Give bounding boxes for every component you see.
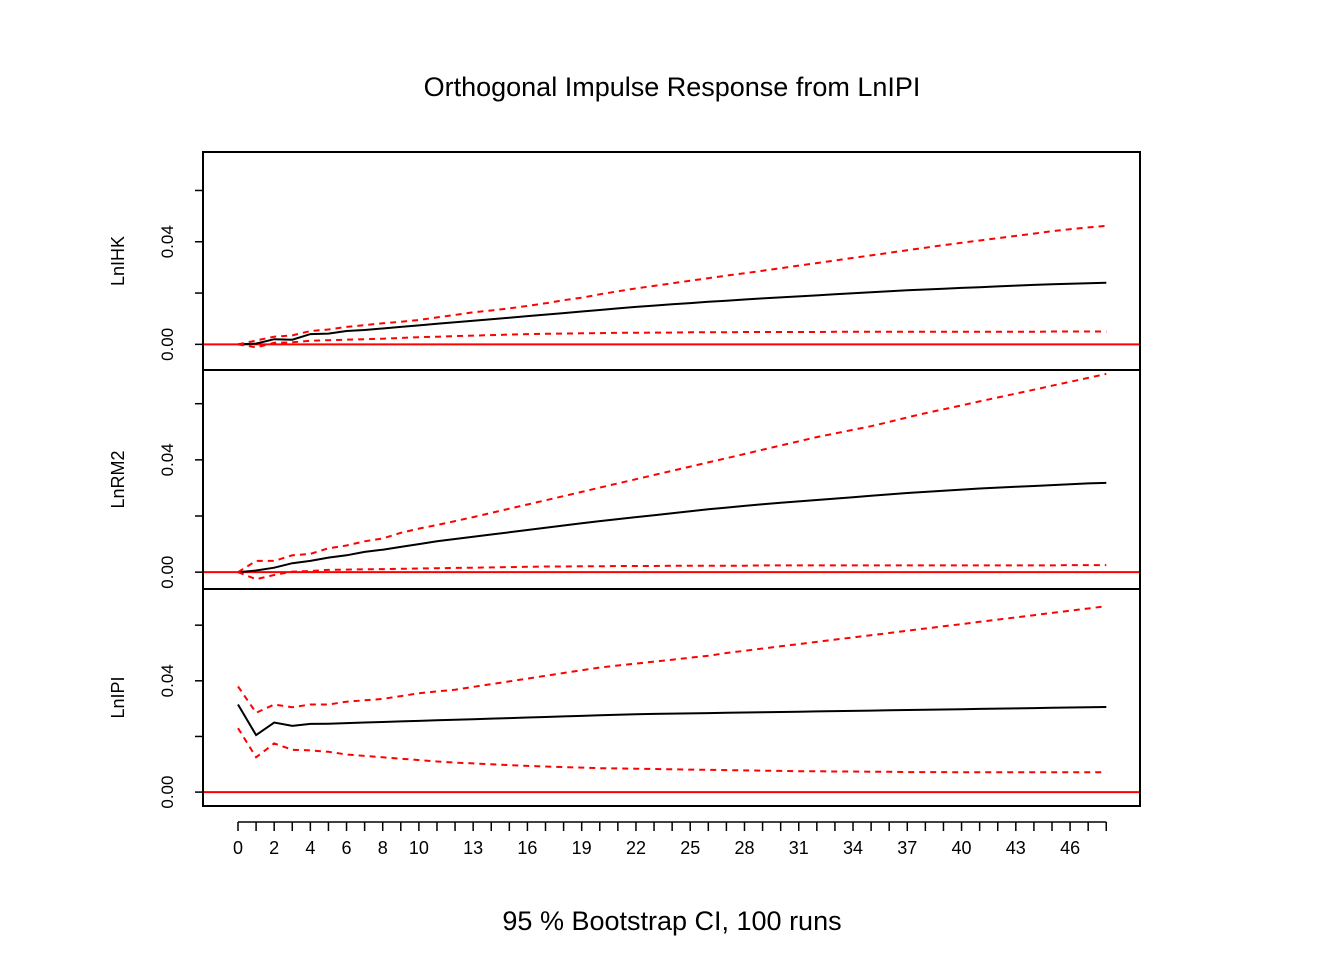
x-tick-label: 8 (378, 838, 388, 858)
panel-lnipi: 0.00 0.04 LnIPI (108, 588, 1141, 809)
x-tick-label: 0 (233, 838, 243, 858)
series-ci-upper (237, 605, 1107, 715)
series-response (237, 281, 1107, 346)
x-tick-label: 10 (409, 838, 429, 858)
y-tick-label: 0.04 (158, 225, 177, 258)
chart-title: Orthogonal Impulse Response from LnIPI (424, 72, 921, 102)
series-response (237, 481, 1107, 574)
y-tick-label: 0.00 (158, 776, 177, 809)
x-tick-label: 34 (843, 838, 863, 858)
y-tick-label: 0.04 (158, 443, 177, 476)
series-ci-upper (237, 224, 1107, 346)
x-axis-label: 95 % Bootstrap CI, 100 runs (502, 906, 841, 936)
x-tick-label: 31 (789, 838, 809, 858)
series-response (237, 703, 1107, 737)
x-tick-label: 43 (1006, 838, 1026, 858)
panel-lnrm2: 0.00 0.04 LnRM2 (108, 369, 1141, 590)
series-ci-lower (237, 564, 1107, 581)
panel-frame (202, 588, 1141, 807)
x-tick-label: 25 (680, 838, 700, 858)
y-tick-label: 0.00 (158, 556, 177, 589)
y-tick-label: 0.04 (158, 664, 177, 697)
x-axis: 0 2 4 6 8 10 13 16 19 22 25 28 31 34 37 40 43 46 (233, 821, 1108, 858)
x-tick-label: 19 (572, 838, 592, 858)
y-axis-label: LnRM2 (108, 450, 128, 508)
series-ci-lower (237, 727, 1107, 774)
x-tick-label: 13 (463, 838, 483, 858)
x-tick-label: 37 (897, 838, 917, 858)
x-tick-label: 40 (952, 838, 972, 858)
y-tick-label: 0.00 (158, 328, 177, 361)
x-tick-label: 28 (734, 838, 754, 858)
x-tick-label: 4 (305, 838, 315, 858)
y-axis-label: LnIPI (108, 676, 128, 718)
panels-layer: 0.00 0.04 LnIHK 0.00 0.04 LnRM2 0.00 0.04 LnIPI (108, 151, 1141, 809)
x-tick-label: 16 (517, 838, 537, 858)
x-tick-label: 46 (1060, 838, 1080, 858)
y-axis-label: LnIHK (108, 236, 128, 286)
series-ci-upper (237, 372, 1107, 574)
x-tick-label: 22 (626, 838, 646, 858)
series-ci-lower (237, 330, 1107, 349)
x-tick-label: 6 (342, 838, 352, 858)
x-tick-label: 2 (269, 838, 279, 858)
panel-frame (202, 151, 1141, 371)
panel-lnihk: 0.00 0.04 LnIHK (108, 151, 1141, 371)
